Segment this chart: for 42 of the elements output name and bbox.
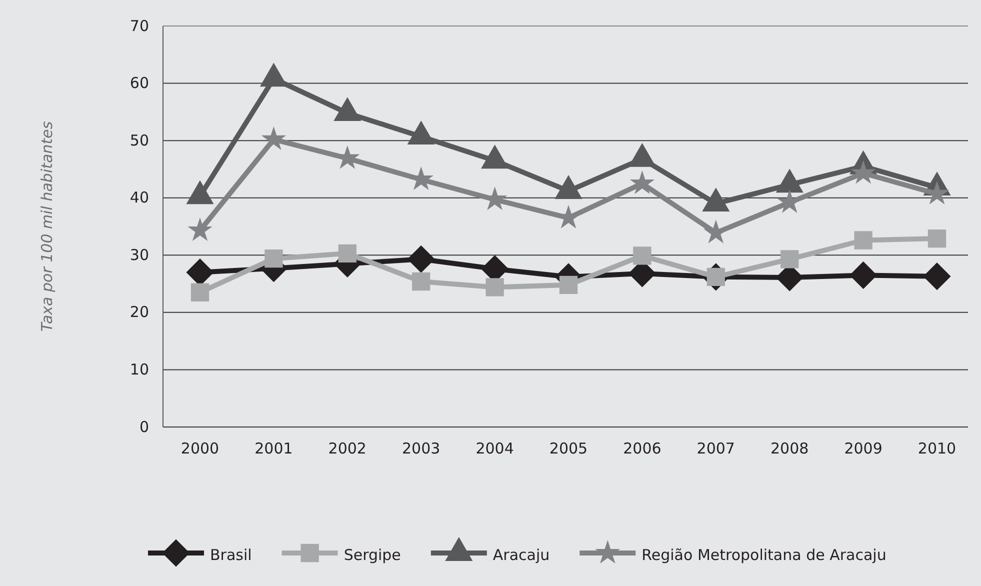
point <box>407 120 435 145</box>
x-tick-label: 2007 <box>696 440 735 458</box>
x-tick-label: 2000 <box>180 440 220 458</box>
point <box>334 97 362 122</box>
point <box>188 218 212 242</box>
point <box>923 262 951 290</box>
point <box>412 272 430 291</box>
x-tick-label: 2001 <box>254 440 293 458</box>
legend-label: Aracaju <box>492 546 550 564</box>
x-tick-label: 2006 <box>623 440 662 458</box>
x-tick-label: 2004 <box>476 440 514 458</box>
y-tick-label: 50 <box>130 131 149 150</box>
x-tick-label: 2010 <box>918 440 956 458</box>
point <box>264 249 283 268</box>
point <box>559 276 578 294</box>
point <box>407 245 435 273</box>
point <box>338 244 356 263</box>
point <box>928 229 946 248</box>
point <box>486 278 504 296</box>
point <box>261 126 286 150</box>
legend-label: Região Metropolitana de Aracaju <box>642 546 886 564</box>
point <box>850 160 876 184</box>
legend-label: Brasil <box>210 546 252 564</box>
x-tick-label: 2002 <box>328 440 366 458</box>
y-tick-label: 10 <box>130 360 149 379</box>
x-tick-label: 2008 <box>770 440 809 458</box>
y-tick-label: 40 <box>130 188 149 207</box>
x-tick-label: 2009 <box>844 440 882 458</box>
x-tick-label: 2005 <box>549 440 588 458</box>
point <box>630 170 655 194</box>
y-tick-label: 0 <box>139 418 149 436</box>
point <box>190 283 210 302</box>
legend-label: Sergipe <box>344 546 401 564</box>
y-tick-label: 70 <box>130 16 149 35</box>
y-tick-label: 20 <box>130 303 149 322</box>
y-tick-label: 60 <box>130 74 149 92</box>
x-tick-label: 2003 <box>402 440 440 458</box>
point <box>854 231 872 250</box>
y-tick-label: 30 <box>130 246 149 264</box>
y-axis-title: Taxa por 100 mil habitantes <box>38 121 56 332</box>
point <box>633 246 652 265</box>
point <box>780 250 799 268</box>
